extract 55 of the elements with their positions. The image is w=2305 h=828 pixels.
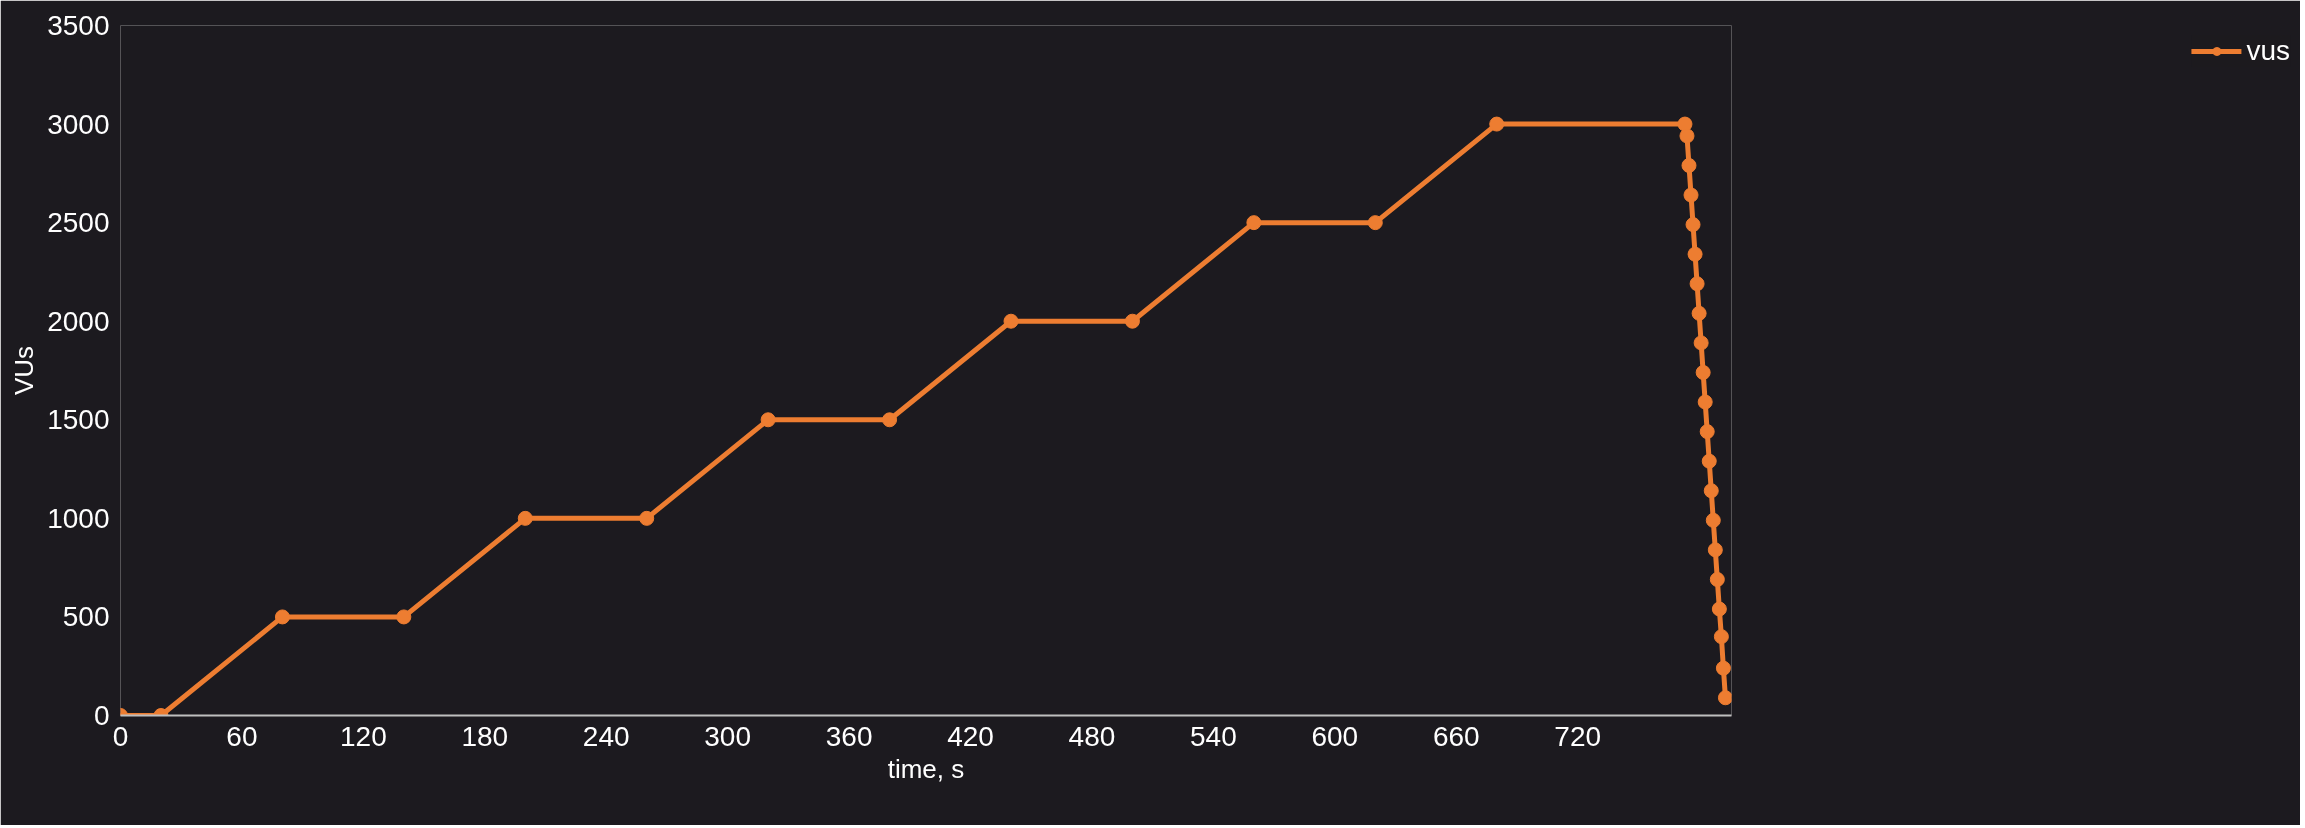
point bbox=[882, 412, 898, 428]
y-tick-label: 1500 bbox=[47, 404, 110, 436]
y-tick-label: 1000 bbox=[47, 502, 110, 534]
x-tick-label: 240 bbox=[582, 720, 630, 752]
point bbox=[1711, 601, 1727, 617]
x-axis-title: time, s bbox=[887, 753, 965, 784]
point bbox=[1713, 629, 1729, 645]
point bbox=[1681, 157, 1697, 173]
point bbox=[1679, 128, 1695, 144]
point bbox=[1697, 394, 1713, 410]
point bbox=[1691, 305, 1707, 321]
x-tick-label: 480 bbox=[1068, 720, 1116, 752]
legend-label: vus bbox=[2246, 35, 2290, 67]
point bbox=[1699, 424, 1715, 440]
point bbox=[1685, 217, 1701, 233]
point bbox=[1689, 276, 1705, 292]
point bbox=[274, 609, 290, 625]
x-tick-label: 120 bbox=[340, 720, 387, 752]
x-tick-label: 660 bbox=[1432, 720, 1480, 752]
point bbox=[639, 510, 655, 526]
x-tick-label: 300 bbox=[704, 720, 752, 752]
point bbox=[1709, 571, 1725, 587]
y-tick-label: 3000 bbox=[47, 108, 110, 140]
point bbox=[1683, 187, 1699, 203]
y-tick-label: 3500 bbox=[47, 10, 110, 41]
point bbox=[1707, 542, 1723, 558]
y-tick-label: 2500 bbox=[47, 207, 110, 239]
y-axis-title: VUs bbox=[9, 345, 40, 396]
point bbox=[760, 412, 776, 428]
y-tick-label: 2000 bbox=[47, 305, 110, 337]
point bbox=[1715, 660, 1731, 676]
y-tick-label: 500 bbox=[62, 601, 110, 633]
point bbox=[517, 510, 533, 526]
point bbox=[1246, 215, 1262, 231]
x-tick-label: 180 bbox=[461, 720, 509, 752]
point bbox=[1003, 313, 1019, 329]
x-tick-label: 60 bbox=[226, 720, 258, 752]
x-tick-label: 540 bbox=[1190, 720, 1237, 752]
point bbox=[1703, 483, 1719, 499]
point bbox=[1695, 364, 1711, 380]
x-tick-label: 720 bbox=[1554, 720, 1602, 752]
point bbox=[396, 609, 412, 625]
point bbox=[1489, 116, 1505, 132]
x-tick-label: 420 bbox=[947, 720, 994, 752]
point bbox=[1677, 116, 1693, 132]
point bbox=[1717, 690, 1732, 706]
point bbox=[1693, 335, 1709, 351]
point bbox=[1701, 453, 1717, 469]
point bbox=[1705, 512, 1721, 528]
y-tick-label: 0 bbox=[93, 700, 110, 731]
x-tick-label: 360 bbox=[825, 720, 873, 752]
point bbox=[1124, 313, 1140, 329]
point bbox=[1367, 215, 1383, 231]
point bbox=[1687, 246, 1703, 262]
x-tick-label: 600 bbox=[1311, 720, 1359, 752]
